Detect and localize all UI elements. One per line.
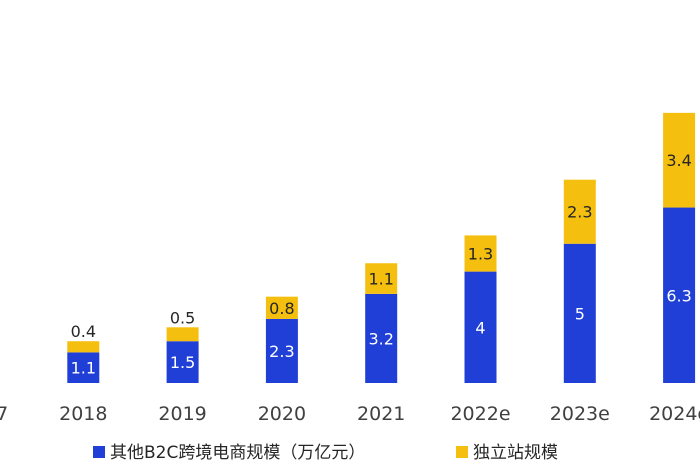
bar-segment-2021-independent [365, 263, 398, 294]
data-label-2022e-other-b2c: 4 [475, 318, 485, 337]
bar-segment-2023e-independent [563, 179, 596, 244]
x-tick-label-2018: 2018 [59, 403, 107, 425]
legend-swatch-independent [456, 446, 468, 458]
bar-segment-2019-independent [166, 327, 199, 342]
bar-segment-2022e-independent [464, 235, 497, 272]
data-label-2019-independent: 0.5 [170, 308, 195, 327]
x-tick-label-2023e: 2023e [550, 403, 610, 425]
legend-label-independent: 独立站规模 [473, 443, 558, 463]
bar-segment-2023e-other-b2c [563, 243, 596, 383]
data-label-2018-independent: 0.4 [71, 322, 96, 341]
bar-segment-2018-independent [67, 341, 100, 353]
data-label-2018-other-b2c: 1.1 [71, 359, 96, 378]
bar-segment-2020-other-b2c [265, 318, 298, 383]
data-label-2021-other-b2c: 3.2 [368, 329, 393, 348]
x-tick-label-2019: 2019 [158, 403, 206, 425]
legend-swatch-other-b2c [93, 446, 105, 458]
data-label-2024e-independent: 3.4 [666, 151, 691, 170]
data-label-2020-other-b2c: 2.3 [269, 342, 294, 361]
data-label-2023e-other-b2c: 5 [575, 304, 585, 323]
x-tick-label-2020: 2020 [258, 403, 306, 425]
x-tick-label-2022e: 2022e [450, 403, 510, 425]
x-tick-label-2024e: 2024e [649, 403, 700, 425]
x-tick-label-2021: 2021 [357, 403, 405, 425]
bar-segment-2022e-other-b2c [464, 271, 497, 383]
data-label-2021-independent: 1.1 [368, 270, 393, 289]
data-label-2019-other-b2c: 1.5 [170, 353, 195, 372]
bar-segment-2021-other-b2c [365, 293, 398, 383]
legend-label-other-b2c: 其他B2C跨境电商规模（万亿元） [110, 443, 365, 463]
x-tick-label-2017: 2017 [0, 403, 8, 425]
data-label-2020-independent: 0.8 [269, 299, 294, 318]
bar-segment-2024e-other-b2c [663, 207, 696, 383]
legend: 其他B2C跨境电商规模（万亿元） 独立站规模 [93, 443, 558, 463]
data-label-2023e-independent: 2.3 [567, 203, 592, 222]
bar-segment-2019-other-b2c [166, 341, 199, 383]
x-axis: 2017 2018 2019 2020 2021 2022e 2023e 2024e [0, 403, 700, 425]
data-label-2024e-other-b2c: 6.3 [666, 286, 691, 305]
plot-area: 1.1 0.4 1.5 0.5 2.3 0.8 3.2 1.1 4 1.3 5 2.3 6.3 3.4 [67, 112, 696, 383]
bar-segment-2024e-independent [663, 112, 696, 208]
bar-segment-2018-other-b2c [67, 352, 100, 383]
data-label-2022e-independent: 1.3 [468, 244, 493, 263]
bar-segment-2020-independent [265, 296, 298, 319]
